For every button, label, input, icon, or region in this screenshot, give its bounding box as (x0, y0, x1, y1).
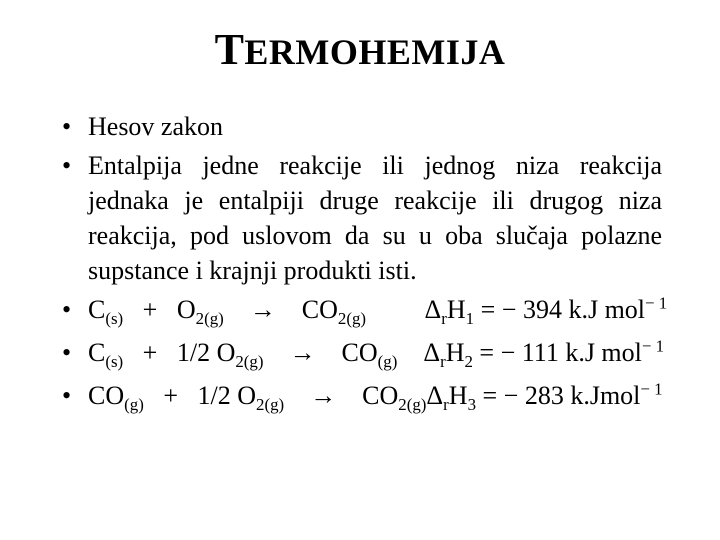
species: 1/2 O2(g) (177, 338, 264, 367)
bullet-list: Hesov zakon Entalpija jedne reakcije ili… (58, 109, 662, 417)
species: C(s) (88, 295, 123, 324)
arrow: → (290, 338, 316, 367)
list-item-equation: C(s) + 1/2 O2(g) → CO(g) ΔrH2 = − 111 k.… (58, 335, 662, 374)
operator: + (143, 338, 158, 367)
arrow: → (310, 381, 336, 410)
species: CO2(g) (362, 381, 426, 410)
species: 1/2 O2(g) (198, 381, 285, 410)
unit-sup: − 1 (640, 380, 662, 399)
unit-sup: − 1 (645, 294, 667, 313)
arrow: → (250, 295, 276, 324)
list-item-equation: CO(g) + 1/2 O2(g) → CO2(g)ΔrH3 = − 283 k… (58, 378, 662, 417)
unit-sup: − 1 (642, 337, 664, 356)
species: CO(g) (342, 338, 398, 367)
equals-value: = − 283 k.Jmol (483, 381, 641, 410)
operator: + (163, 381, 178, 410)
bullet-text: Entalpija jedne reakcije ili jednog niza… (88, 151, 662, 285)
list-item: Entalpija jedne reakcije ili jednog niza… (58, 148, 662, 288)
species: CO2(g) (302, 295, 366, 324)
delta-h-label: ΔrH1 (425, 295, 475, 324)
species: C(s) (88, 338, 123, 367)
slide-title: TERMOHEMIJA (58, 24, 662, 75)
delta-h-label: ΔrH3 (426, 381, 476, 410)
list-item-equation: C(s) + O2(g) → CO2(g) ΔrH1 = − 394 k.J m… (58, 292, 662, 331)
species: O2(g) (177, 295, 224, 324)
operator: + (143, 295, 158, 324)
bullet-text: Hesov zakon (88, 112, 223, 141)
title-first-letter: T (215, 25, 245, 74)
list-item: Hesov zakon (58, 109, 662, 144)
title-rest: ERMOHEMIJA (244, 32, 505, 72)
slide: TERMOHEMIJA Hesov zakon Entalpija jedne … (0, 0, 720, 540)
equals-value: = − 111 k.J mol (479, 338, 641, 367)
equals-value: = − 394 k.J mol (481, 295, 645, 324)
species: CO(g) (88, 381, 144, 410)
delta-h-label: ΔrH2 (423, 338, 473, 367)
